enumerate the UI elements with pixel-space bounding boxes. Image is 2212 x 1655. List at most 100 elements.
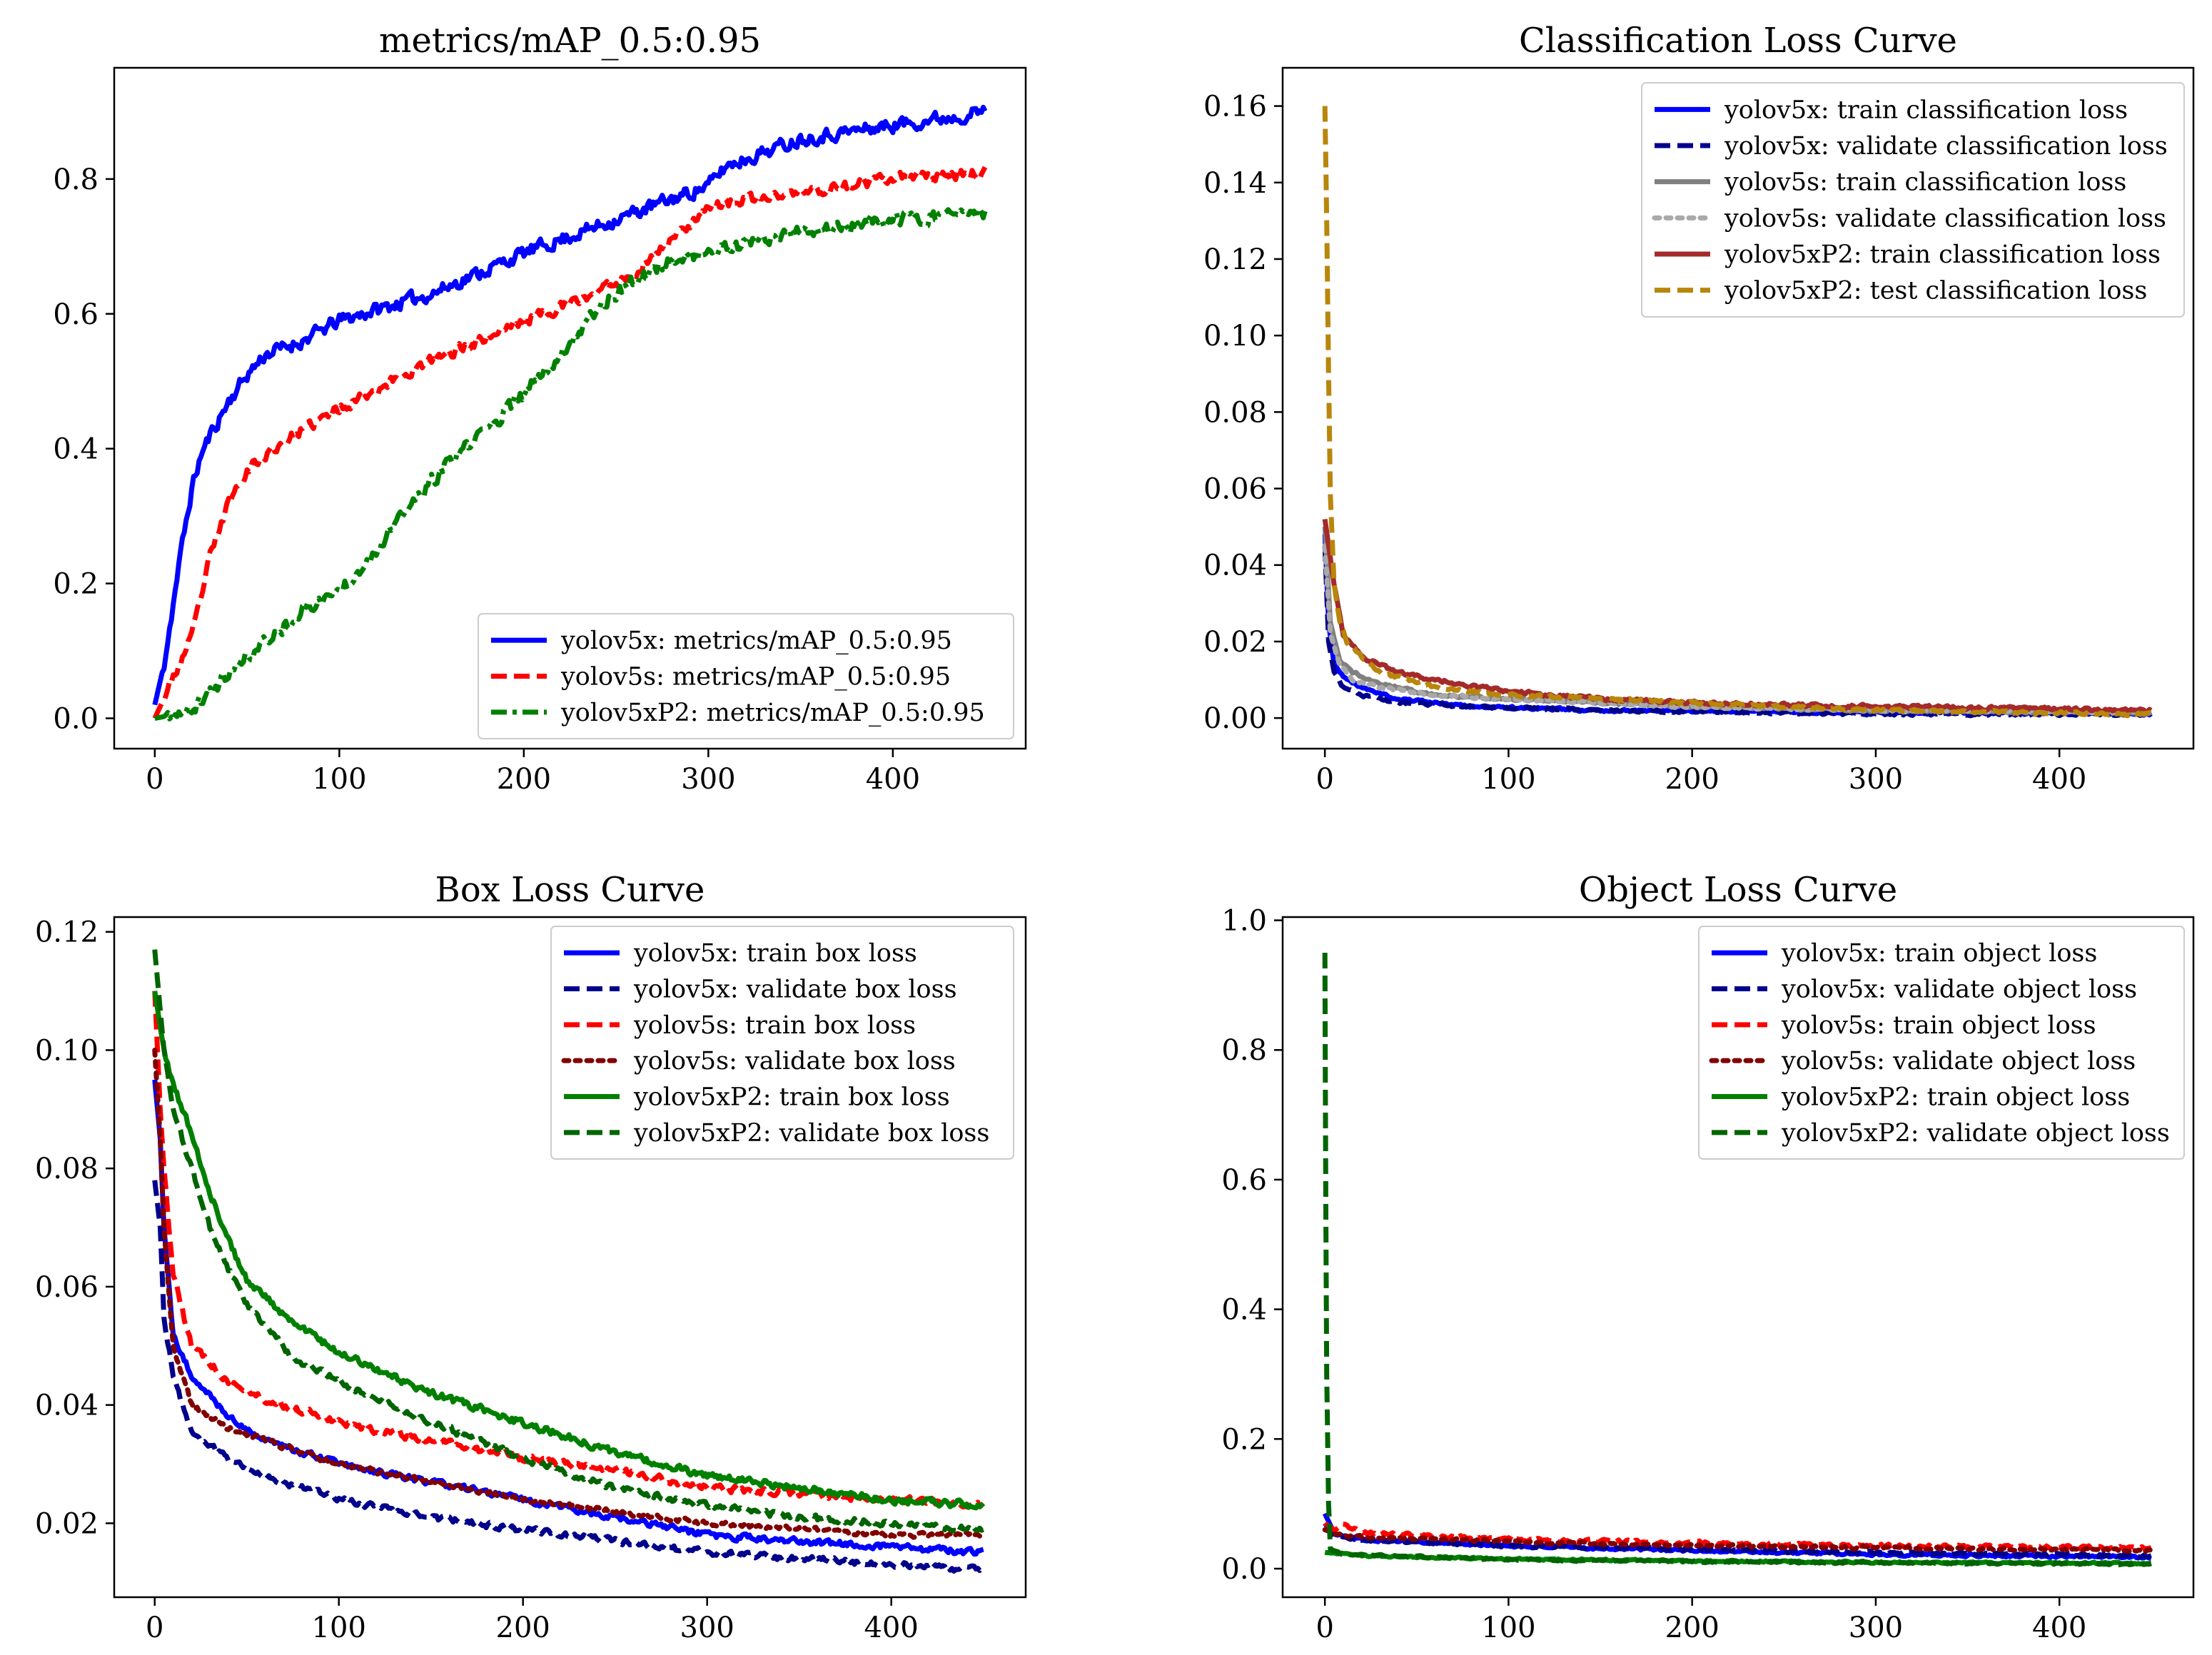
series-line	[152, 1048, 986, 1541]
legend-label: yolov5x: train object loss	[1781, 939, 2097, 968]
legend-box	[1698, 926, 2185, 1160]
plot-frame	[113, 66, 1027, 750]
legend-box	[550, 926, 1014, 1160]
x-tick-label: 200	[1665, 1611, 1719, 1644]
y-tick-label: 0.2	[1221, 1423, 1267, 1456]
x-tick-label: 100	[312, 763, 366, 796]
series-line	[153, 206, 988, 722]
series-line	[152, 1180, 985, 1574]
y-tick-label: 0.08	[35, 1153, 99, 1185]
series-line	[152, 166, 988, 720]
y-tick-label: 0.06	[1203, 473, 1267, 506]
y-tick-label: 0.08	[1203, 396, 1267, 429]
y-tick-label: 0.04	[35, 1390, 99, 1422]
legend-label: yolov5xP2: validate box loss	[633, 1119, 989, 1148]
series-group	[152, 104, 988, 722]
x-tick-label: 100	[1481, 763, 1535, 796]
legend: yolov5x: train object loss yolov5x: valid…	[1698, 926, 2185, 1160]
y-tick-label: 0.16	[1203, 91, 1267, 123]
y-tick-label: 0.04	[1203, 550, 1267, 582]
y-tick-label: 0.00	[1203, 702, 1267, 735]
y-tick-label: 0.06	[35, 1271, 99, 1304]
y-tick-label: 0.12	[1203, 243, 1267, 276]
y-tick-label: 0.2	[53, 568, 99, 601]
legend-box	[1641, 82, 2185, 318]
legend-label: yolov5s: train classification loss	[1724, 168, 2126, 197]
series-line	[1322, 518, 2153, 714]
x-tick-label: 300	[1849, 763, 1903, 796]
legend-label: yolov5xP2: train object loss	[1781, 1083, 2130, 1112]
legend-label: yolov5x: train classification loss	[1724, 96, 2128, 124]
legend-label: yolov5xP2: validate object loss	[1781, 1119, 2170, 1148]
chart-title: Object Loss Curve	[1579, 870, 1897, 910]
legend-label: yolov5xP2: train box loss	[633, 1083, 950, 1112]
y-tick-label: 0.12	[35, 916, 99, 949]
y-tick-label: 0.02	[35, 1507, 99, 1540]
legend-label: yolov5x: validate classification loss	[1724, 132, 2168, 161]
series-line	[1323, 1521, 2152, 1560]
x-tick-label: 100	[1481, 1611, 1535, 1644]
legend-label: yolov5s: metrics/mAP_0.5:0.95	[560, 663, 951, 692]
chart-title: metrics/mAP_0.5:0.95	[379, 21, 761, 61]
series-line	[152, 104, 988, 706]
y-tick-label: 0.0	[53, 702, 99, 735]
y-tick-label: 1.0	[1221, 905, 1267, 938]
y-tick-label: 0.0	[1221, 1553, 1267, 1586]
series-line	[152, 991, 986, 1511]
legend-label: yolov5s: train box loss	[633, 1011, 916, 1040]
x-tick-label: 200	[1665, 763, 1719, 796]
chart-title: Classification Loss Curve	[1519, 21, 1957, 61]
series-group	[1322, 106, 2154, 719]
x-tick-label: 200	[496, 1611, 550, 1644]
legend-label: yolov5s: train object loss	[1781, 1011, 2096, 1040]
chart-title: Box Loss Curve	[435, 870, 705, 910]
y-tick-label: 0.6	[1221, 1164, 1267, 1197]
y-tick-label: 0.02	[1203, 626, 1267, 659]
y-tick-label: 0.10	[1203, 320, 1267, 353]
x-tick-label: 300	[681, 763, 735, 796]
x-tick-label: 200	[497, 763, 551, 796]
legend: yolov5x: train classification loss yolov5…	[1641, 82, 2185, 318]
x-tick-label: 0	[1315, 1611, 1333, 1644]
y-tick-label: 0.14	[1203, 167, 1267, 200]
legend-label: yolov5x: train box loss	[633, 939, 917, 968]
series-group	[152, 949, 986, 1574]
x-tick-label: 300	[680, 1611, 734, 1644]
x-tick-label: 300	[1849, 1611, 1903, 1644]
legend-label: yolov5s: validate object loss	[1781, 1047, 2136, 1076]
x-tick-label: 400	[2032, 1611, 2086, 1644]
y-tick-label: 0.8	[53, 163, 99, 196]
chart-panel-4: Object Loss Curve 0 100 200 300 400 0.0 0.2 0.4 0…	[1221, 870, 2195, 1644]
legend-label: yolov5xP2: train classification loss	[1724, 241, 2161, 269]
y-tick-label: 0.6	[53, 298, 99, 331]
x-tick-label: 0	[146, 1611, 163, 1644]
series-group	[1322, 952, 2154, 1568]
y-tick-label: 0.10	[35, 1034, 99, 1067]
y-tick-label: 0.4	[53, 433, 99, 466]
series-line	[1322, 543, 2154, 717]
legend-label: yolov5xP2: test classification loss	[1724, 277, 2147, 305]
legend-label: yolov5s: validate box loss	[633, 1047, 956, 1076]
plot-frame	[1281, 66, 2195, 750]
series-line	[152, 949, 984, 1534]
y-tick-label: 0.4	[1221, 1294, 1267, 1327]
plot-frame	[1281, 916, 2195, 1599]
legend-label: yolov5x: validate object loss	[1781, 976, 2137, 1004]
series-line	[152, 991, 985, 1510]
legend-label: yolov5x: metrics/mAP_0.5:0.95	[560, 627, 952, 655]
legend-label: yolov5x: validate box loss	[633, 976, 957, 1004]
chart-panel-3: Box Loss Curve 0 100 200 300 400 0.02 0.04 0.06 0…	[35, 870, 1027, 1644]
legend: yolov5x: metrics/mAP_0.5:0.95 yolov5s: me…	[478, 613, 1014, 739]
x-tick-label: 100	[312, 1611, 366, 1644]
x-tick-label: 400	[2032, 763, 2086, 796]
x-tick-label: 0	[146, 763, 163, 796]
x-tick-label: 400	[864, 1611, 918, 1644]
plot-frame	[113, 916, 1027, 1599]
legend-label: yolov5xP2: metrics/mAP_0.5:0.95	[560, 699, 985, 727]
x-tick-label: 0	[1315, 763, 1333, 796]
x-tick-label: 400	[866, 763, 920, 796]
series-line	[1322, 952, 2153, 1568]
legend-box	[478, 613, 1014, 739]
chart-panel-2: Classification Loss Curve 0 100 200 300 400 0.…	[1203, 21, 2195, 796]
